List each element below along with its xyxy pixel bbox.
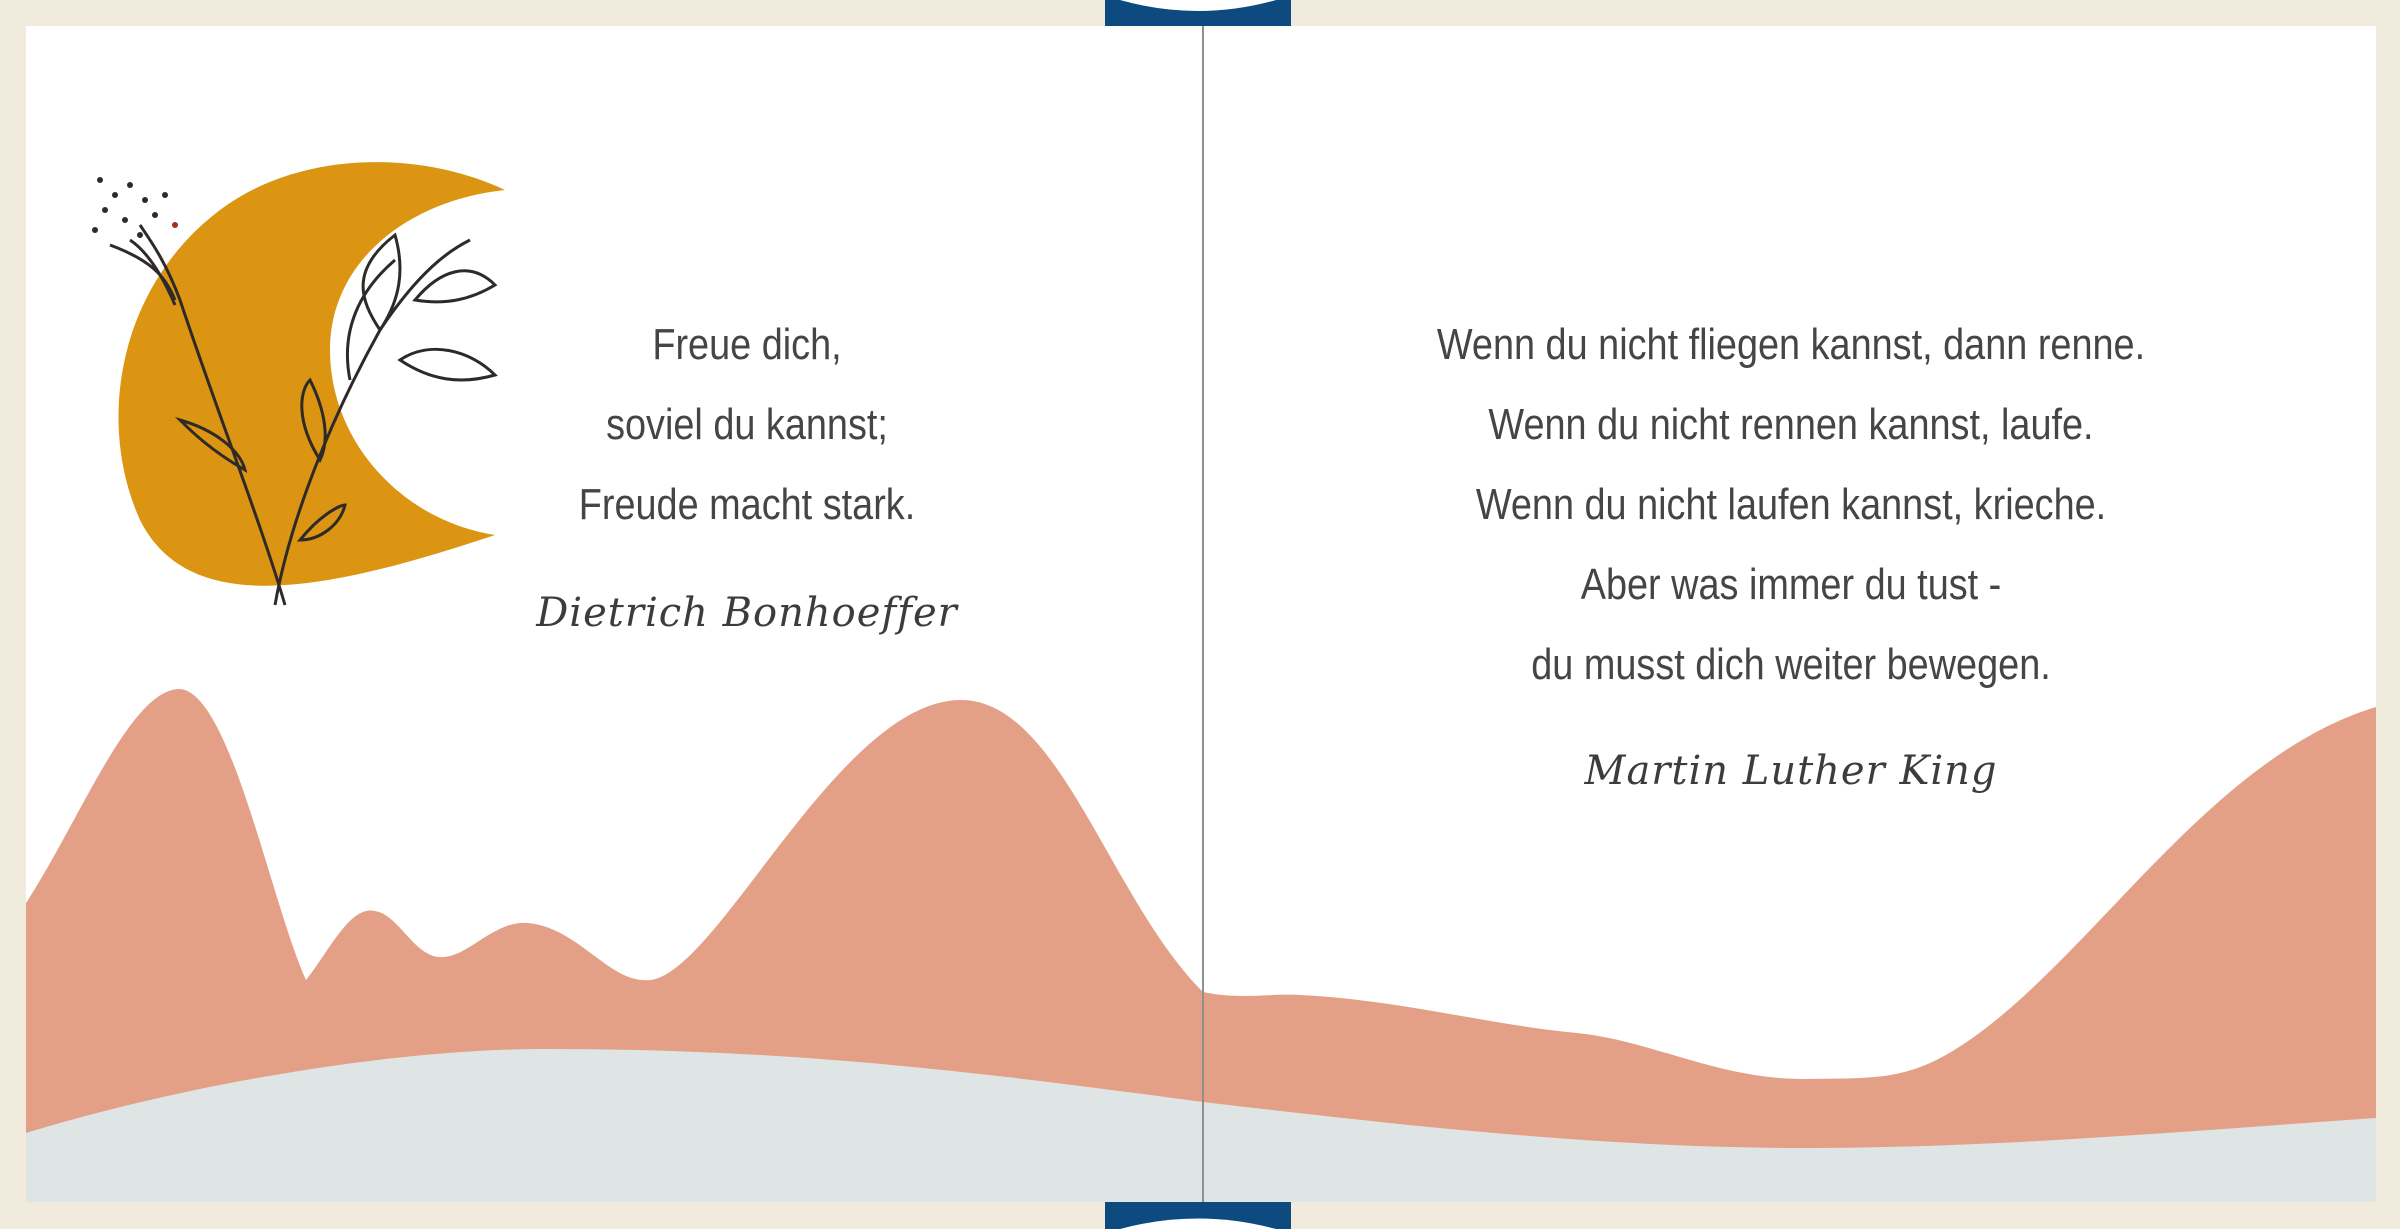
quote-line: du musst dich weiter bewegen. [1531,640,2051,689]
quote-line: Wenn du nicht fliegen kannst, dann renne… [1436,320,2146,369]
right-quote: Wenn du nicht fliegen kannst, dann renne… [1404,305,2178,705]
ground [26,1048,2376,1202]
right-author-signature: Martin Luther King [1584,748,1998,794]
quote-line: Wenn du nicht rennen kannst, laufe. [1488,400,2094,449]
quote-line: Freude macht stark. [578,480,916,529]
quote-line: Wenn du nicht laufen kannst, krieche. [1475,480,2107,529]
quote-line: soviel du kannst; [606,400,888,449]
left-author-signature: Dietrich Bonhoeffer [536,590,958,636]
leaf-branch-icon [109,224,498,606]
crescent-moon [118,162,505,586]
dots-decoration [92,177,178,238]
quote-line: Aber was immer du tust - [1580,560,2002,609]
quote-line: Freue dich, [652,320,842,369]
left-quote: Freue dich, soviel du kannst; Freude mac… [489,305,1005,545]
